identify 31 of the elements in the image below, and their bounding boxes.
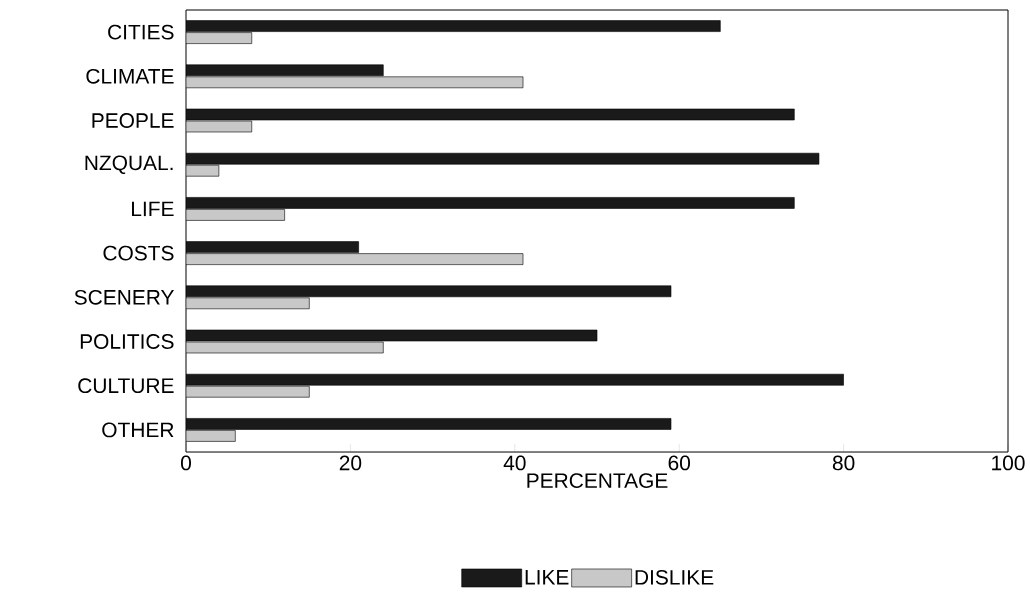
- bar: [186, 285, 672, 298]
- x-tick-label: 0: [181, 455, 191, 471]
- bar: [186, 64, 384, 77]
- bar: [186, 20, 721, 32]
- y-tick-label: CULTURE: [78, 378, 174, 394]
- y-tick-label: POLITICS: [80, 334, 174, 349]
- bar: [186, 253, 524, 265]
- y-tick-label: CITIES: [108, 24, 174, 40]
- y-tick-label: OTHER: [102, 422, 174, 438]
- y-tick-label: SCENERY: [74, 289, 175, 305]
- bar: [186, 241, 359, 253]
- x-tick-label: 40: [503, 455, 526, 471]
- y-tick-label: COSTS: [103, 245, 174, 261]
- y-tick-label: CLIMATE: [86, 68, 174, 84]
- bar: [186, 152, 820, 165]
- bar: [186, 373, 844, 386]
- y-tick-label: PEOPLE: [92, 113, 174, 128]
- x-tick-label: 60: [668, 455, 691, 471]
- bar: [186, 385, 310, 398]
- bar: [186, 418, 672, 430]
- y-tick-label: LIFE: [132, 201, 174, 217]
- bar: [186, 197, 795, 209]
- x-tick-label: 20: [339, 455, 362, 471]
- x-axis-title: PERCENTAGE: [527, 473, 668, 488]
- x-tick-label: 100: [992, 455, 1025, 471]
- legend-label: LIKE: [525, 570, 569, 585]
- x-tick-label: 80: [832, 455, 855, 471]
- y-tick-label: NZQUAL.: [85, 155, 173, 174]
- bar: [186, 297, 310, 310]
- legend-label: DISLIKE: [635, 569, 714, 585]
- bar: [186, 76, 524, 89]
